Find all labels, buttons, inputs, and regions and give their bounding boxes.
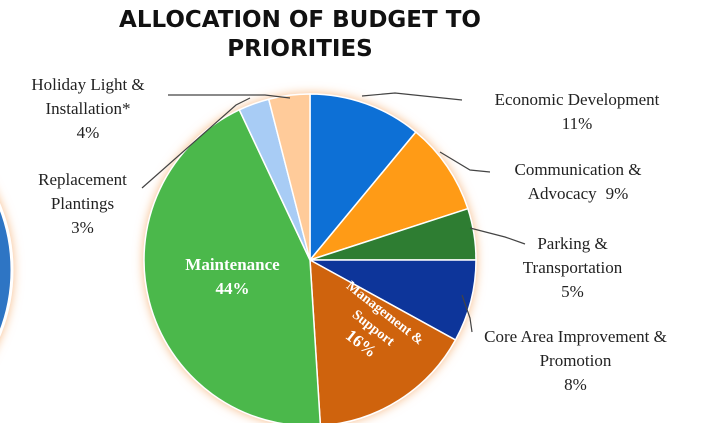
category-label: Communication & Advocacy (514, 160, 642, 203)
category-label: Economic Development (494, 90, 660, 109)
chart-title: ALLOCATION OF BUDGET TO PRIORITIES (119, 7, 481, 62)
value-label: 44% (215, 279, 250, 298)
slice-label: Maintenance 44% (160, 253, 305, 301)
category-label: Parking & Transportation (522, 234, 623, 277)
leader-line (168, 94, 291, 99)
pie-slice (309, 93, 417, 263)
leader-lines (141, 92, 526, 333)
value-label: 4% (76, 123, 100, 142)
value-label: 3% (71, 218, 94, 237)
slice-label: Parking & Transportation 5% (500, 232, 645, 304)
neighbor-pie (0, 203, 14, 337)
value-label: 11% (561, 114, 593, 133)
leader-line (439, 151, 491, 173)
slice-label: Replacement Plantings 3% (10, 168, 155, 240)
pie-slice (309, 258, 457, 423)
leader-line (461, 294, 473, 333)
slice-label: Economic Development 11% (462, 88, 692, 136)
leader-line (361, 92, 463, 101)
category-label: Core Area Improvement & Promotion (484, 327, 667, 370)
pie (143, 93, 477, 423)
pie-slice (267, 93, 311, 261)
value-label: 9% (605, 184, 629, 203)
category-label: Maintenance (185, 255, 280, 274)
category-label: Holiday Light & Installation* (31, 75, 145, 118)
leader-line (469, 227, 526, 245)
category-label: Replacement Plantings (38, 170, 127, 213)
slice-label: Holiday Light & Installation* 4% (8, 73, 168, 145)
value-label: 8% (564, 375, 587, 394)
pie-slice (307, 131, 469, 262)
leader-line (141, 97, 251, 189)
value-label: 5% (561, 282, 584, 301)
slice-label: Core Area Improvement & Promotion 8% (468, 325, 683, 397)
slice-label: Communication & Advocacy 9% (488, 158, 668, 206)
